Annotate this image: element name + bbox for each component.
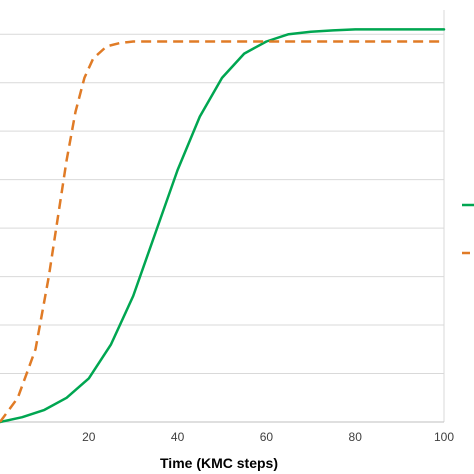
gridlines bbox=[0, 10, 445, 422]
x-axis-title: Time (KMC steps) bbox=[160, 455, 278, 471]
x-tick-label: 20 bbox=[82, 430, 96, 444]
x-tick-label: 40 bbox=[171, 430, 185, 444]
series-lines bbox=[0, 28, 446, 424]
x-axis: 20 40 60 80 100 bbox=[0, 421, 454, 444]
x-tick-label: 60 bbox=[260, 430, 274, 444]
x-tick-label: 80 bbox=[349, 430, 363, 444]
x-tick-label: 100 bbox=[434, 430, 454, 444]
series-line-2 bbox=[0, 40, 444, 423]
series-line-1 bbox=[0, 28, 446, 424]
legend bbox=[462, 203, 474, 255]
